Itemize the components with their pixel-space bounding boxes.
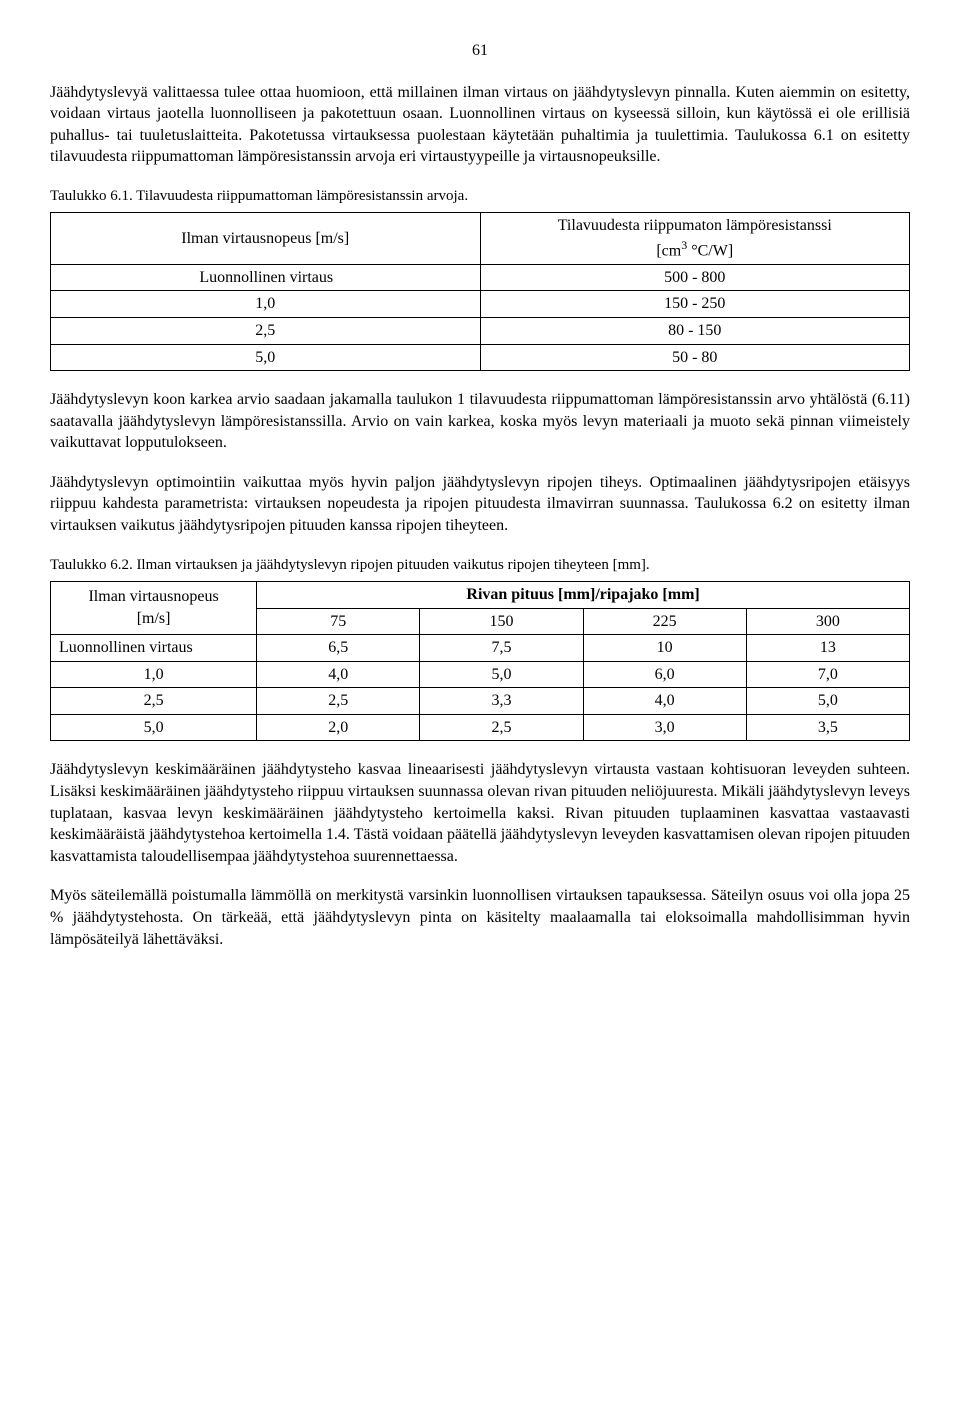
table2-r0-label: Luonnollinen virtaus (51, 635, 257, 662)
table-row: Luonnollinen virtaus 500 - 800 (51, 264, 910, 291)
table1-header-row: Ilman virtausnopeus [m/s] Tilavuudesta r… (51, 213, 910, 265)
paragraph-1: Jäähdytyslevyä valittaessa tulee ottaa h… (50, 82, 910, 168)
table2-r0-c3: 13 (746, 635, 909, 662)
table1-r1-label: 1,0 (51, 291, 481, 318)
table2-r3-c2: 3,0 (583, 714, 746, 741)
table2-header-left: Ilman virtausnopeus [m/s] (51, 581, 257, 634)
table1-r2-value: 80 - 150 (480, 317, 910, 344)
table2-r2-c3: 5,0 (746, 688, 909, 715)
table-row: 2,5 80 - 150 (51, 317, 910, 344)
table-row: Luonnollinen virtaus 6,5 7,5 10 13 (51, 635, 910, 662)
table1-header-unit-suffix: °C/W] (687, 242, 733, 259)
table1-header-right: Tilavuudesta riippumaton lämpöresistanss… (480, 213, 910, 265)
table2-col-3: 300 (746, 608, 909, 635)
table2-col-2: 225 (583, 608, 746, 635)
table2-r2-c2: 4,0 (583, 688, 746, 715)
table2-r1-c0: 4,0 (257, 661, 420, 688)
table2-header-span-text: Rivan pituus [mm]/ripajako [mm] (466, 586, 699, 603)
table2-col-0: 75 (257, 608, 420, 635)
table1-header-unit-prefix: [cm (656, 242, 681, 259)
table2-r3-c0: 2,0 (257, 714, 420, 741)
table1-r2-label: 2,5 (51, 317, 481, 344)
page-number: 61 (50, 40, 910, 62)
table2-r0-c1: 7,5 (420, 635, 583, 662)
table2-r2-c1: 3,3 (420, 688, 583, 715)
table-row: 5,0 2,0 2,5 3,0 3,5 (51, 714, 910, 741)
table2-r3-c3: 3,5 (746, 714, 909, 741)
table2-caption: Taulukko 6.2. Ilman virtauksen ja jäähdy… (50, 555, 910, 575)
table-row: 2,5 2,5 3,3 4,0 5,0 (51, 688, 910, 715)
table2-r0-c2: 10 (583, 635, 746, 662)
paragraph-2: Jäähdytyslevyn koon karkea arvio saadaan… (50, 389, 910, 454)
table1-header-right-line1: Tilavuudesta riippumaton lämpöresistanss… (558, 217, 832, 234)
table2-header-span: Rivan pituus [mm]/ripajako [mm] (257, 581, 910, 608)
table1-r1-value: 150 - 250 (480, 291, 910, 318)
paragraph-4: Jäähdytyslevyn keskimääräinen jäähdytyst… (50, 759, 910, 867)
table2-header-left-line2: [m/s] (137, 610, 171, 627)
table1-caption: Taulukko 6.1. Tilavuudesta riippumattoma… (50, 186, 910, 206)
table-row: 1,0 4,0 5,0 6,0 7,0 (51, 661, 910, 688)
table2-r3-label: 5,0 (51, 714, 257, 741)
table-1: Ilman virtausnopeus [m/s] Tilavuudesta r… (50, 212, 910, 371)
paragraph-3: Jäähdytyslevyn optimointiin vaikuttaa my… (50, 472, 910, 537)
table2-r2-label: 2,5 (51, 688, 257, 715)
table-row: 1,0 150 - 250 (51, 291, 910, 318)
table2-r2-c0: 2,5 (257, 688, 420, 715)
table2-r1-label: 1,0 (51, 661, 257, 688)
table2-col-1: 150 (420, 608, 583, 635)
table2-header-left-line1: Ilman virtausnopeus (88, 588, 218, 605)
table1-r0-value: 500 - 800 (480, 264, 910, 291)
table-2: Ilman virtausnopeus [m/s] Rivan pituus [… (50, 581, 910, 742)
table1-header-left: Ilman virtausnopeus [m/s] (51, 213, 481, 265)
table1-r3-value: 50 - 80 (480, 344, 910, 371)
table2-r1-c3: 7,0 (746, 661, 909, 688)
table-row: 5,0 50 - 80 (51, 344, 910, 371)
table2-header-row-1: Ilman virtausnopeus [m/s] Rivan pituus [… (51, 581, 910, 608)
table2-r0-c0: 6,5 (257, 635, 420, 662)
table1-r0-label: Luonnollinen virtaus (51, 264, 481, 291)
table2-r1-c2: 6,0 (583, 661, 746, 688)
table2-r3-c1: 2,5 (420, 714, 583, 741)
table2-r1-c1: 5,0 (420, 661, 583, 688)
table1-r3-label: 5,0 (51, 344, 481, 371)
paragraph-5: Myös säteilemällä poistumalla lämmöllä o… (50, 885, 910, 950)
